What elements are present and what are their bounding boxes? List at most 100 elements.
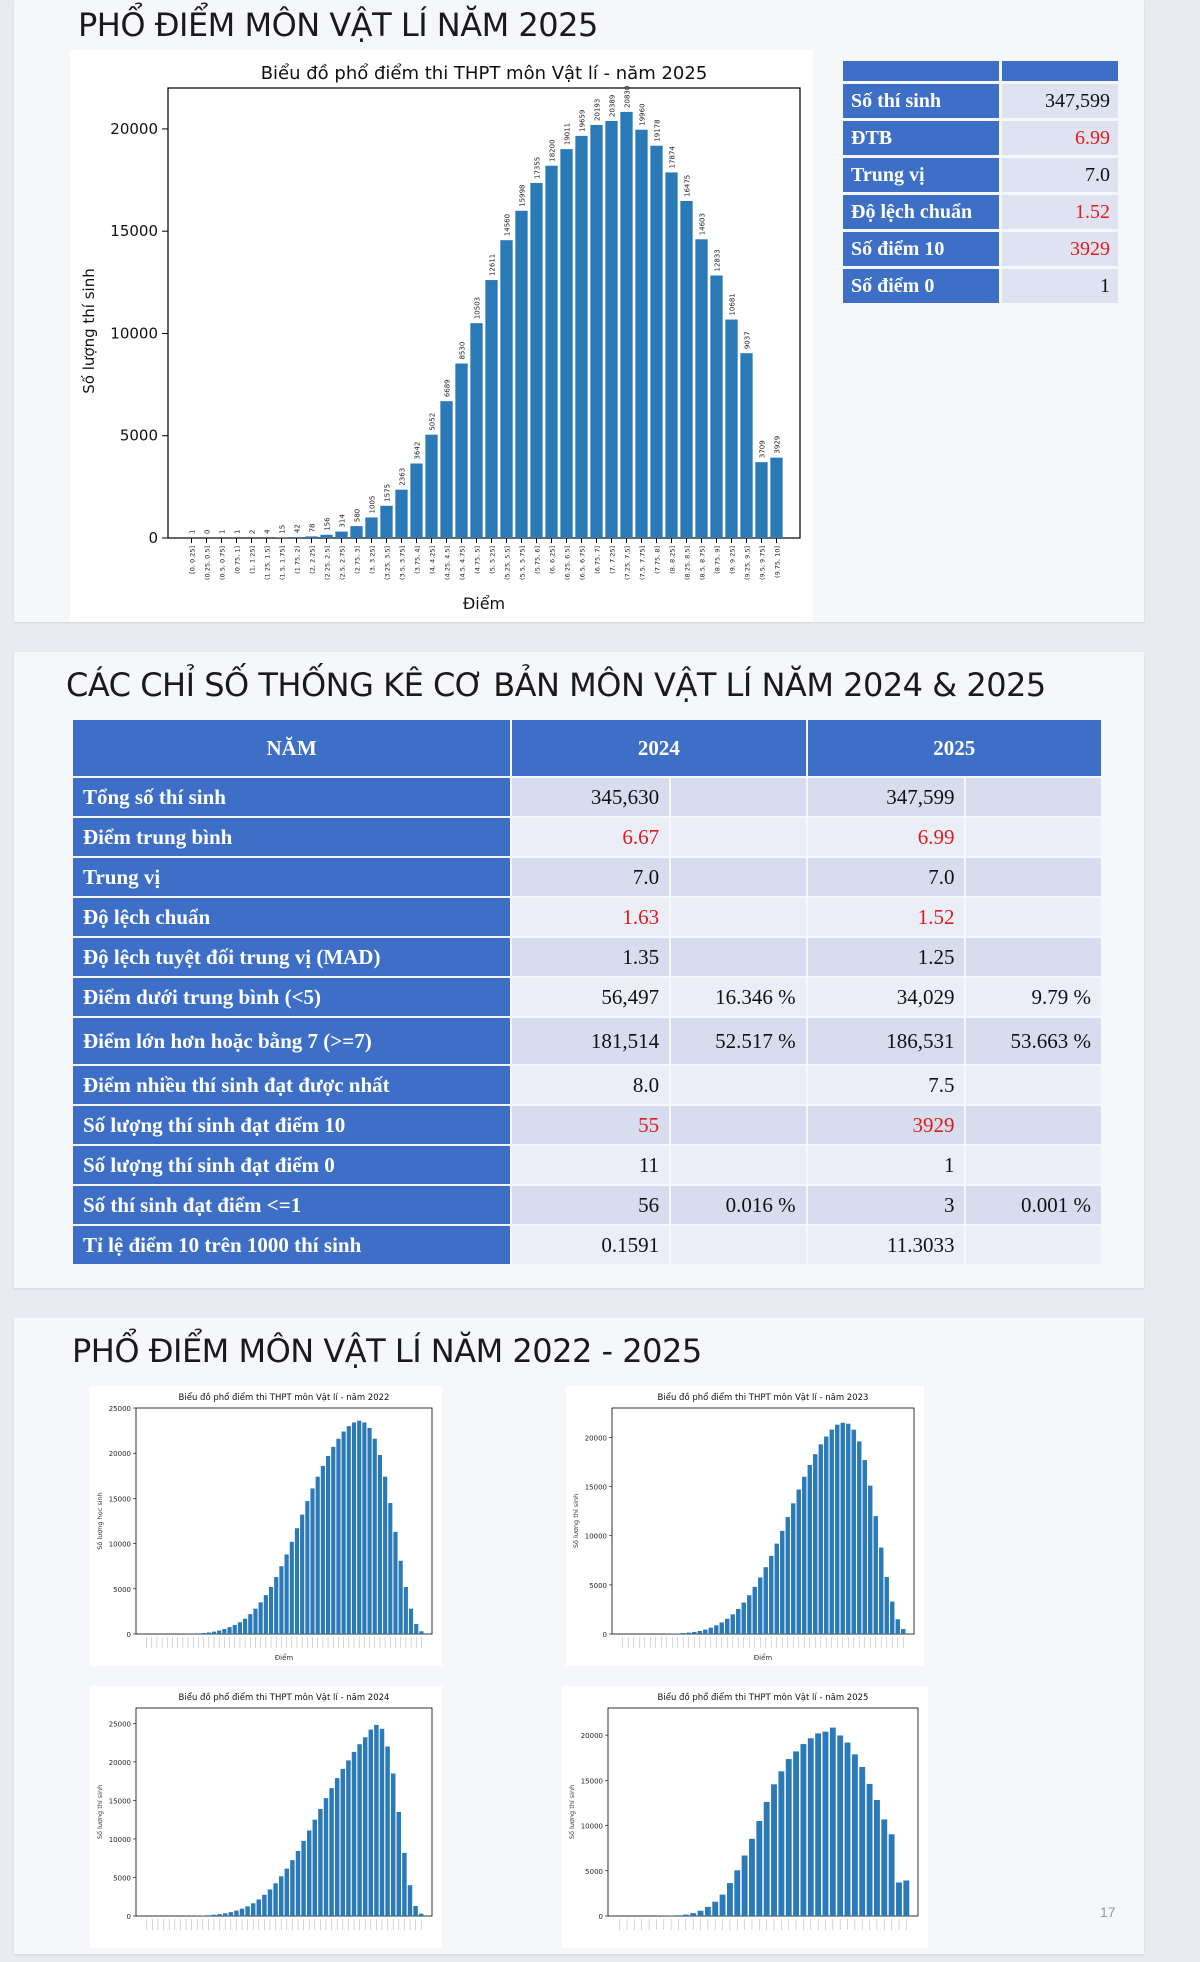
bar (620, 111, 633, 538)
mini-bar (840, 1422, 845, 1634)
mini-bar (690, 1913, 697, 1916)
mini-bar (396, 1812, 402, 1916)
chart-2024-svg: Biểu đồ phổ điểm thi THPT môn Vật lí - n… (96, 1692, 433, 1930)
bar (320, 534, 333, 538)
mini-bar (734, 1870, 741, 1916)
mini-bar (295, 1850, 301, 1916)
y-tick-label: 0 (148, 529, 158, 547)
mini-bar (232, 1624, 237, 1634)
mini-bar (835, 1424, 840, 1634)
row-label: Số lượng thí sinh đạt điểm 0 (73, 1146, 511, 1184)
bar (605, 120, 618, 538)
x-tick-label: (1.25, 1.5] (264, 546, 272, 580)
percent-2025 (966, 818, 1101, 856)
mini-bar (245, 1906, 250, 1916)
bar (485, 280, 498, 538)
mini-y-tick-label: 25000 (109, 1405, 131, 1413)
percent-2024 (671, 858, 806, 896)
mini-bar (377, 1455, 382, 1634)
chart-2025-small-svg: Biểu đồ phổ điểm thi THPT môn Vật lí - n… (568, 1692, 919, 1930)
mini-bar (791, 1503, 796, 1634)
mini-bar (857, 1441, 862, 1634)
mini-bar (895, 1619, 900, 1634)
mini-bar (227, 1627, 232, 1634)
stats-value: 6.99 (1002, 121, 1118, 155)
statistics-row: Tổng số thí sinh 345,630 347,599 (73, 778, 1101, 816)
chart-2022-svg: Biểu đồ phổ điểm thi THPT môn Vật lí - n… (96, 1392, 433, 1662)
mini-bar (837, 1735, 844, 1916)
percent-2024: 16.346 % (671, 978, 806, 1016)
mini-bar (747, 1595, 752, 1634)
value-2025: 1.52 (807, 898, 965, 936)
mini-bar (719, 1894, 726, 1916)
mini-bar (362, 1737, 368, 1916)
mini-bar (379, 1728, 385, 1916)
bar-value-label: 5052 (429, 413, 437, 431)
mini-bar (305, 1501, 310, 1634)
statistics-row: Điểm dưới trung bình (<5) 56,497 16.346 % 3… (73, 978, 1101, 1016)
percent-2025: 53.663 % (966, 1018, 1101, 1064)
bar-value-label: 16475 (684, 175, 692, 197)
value-2024: 181,514 (512, 1018, 670, 1064)
history-heading: PHỔ ĐIỂM MÔN VẬT LÍ NĂM 2022 - 2025 (72, 1332, 702, 1370)
bar-value-label: 3929 (774, 436, 782, 454)
bar (380, 505, 393, 538)
bar-value-label: 10681 (729, 293, 737, 315)
mini-bar (367, 1427, 372, 1634)
mini-bar (903, 1880, 910, 1916)
mini-bar (697, 1910, 704, 1916)
bar-value-label: 14603 (699, 213, 707, 235)
stats-row: Trung vị 7.0 (843, 158, 1118, 192)
mini-bar (796, 1489, 801, 1634)
mini-bar (418, 1913, 424, 1916)
mini-bar (407, 1885, 413, 1916)
mini-bar (868, 1485, 873, 1634)
value-2025: 3 (807, 1186, 965, 1224)
percent-2025 (966, 938, 1101, 976)
bar-value-label: 12611 (489, 254, 497, 276)
bar-value-label: 4 (264, 529, 272, 534)
mini-y-tick-label: 0 (127, 1913, 131, 1921)
bar-value-label: 3709 (759, 440, 767, 458)
value-2024: 11 (512, 1146, 670, 1184)
x-tick-label: (0.25, 0.5] (204, 546, 212, 580)
x-tick-label: (0.75, 1] (234, 546, 242, 574)
mini-bar (807, 1464, 812, 1634)
x-tick-label: (4.25, 4.5] (444, 546, 452, 580)
percent-2024 (671, 1226, 806, 1264)
bar-value-label: 20389 (609, 95, 617, 117)
value-2025: 1 (807, 1146, 965, 1184)
mini-bar (675, 1633, 680, 1634)
mini-bar (714, 1625, 719, 1634)
bar (335, 531, 348, 538)
percent-2024 (671, 938, 806, 976)
x-tick-label: (3.25, 3.5] (384, 546, 392, 580)
mini-bar (217, 1914, 222, 1916)
mini-bar (398, 1560, 403, 1634)
mini-bar (866, 1783, 873, 1916)
mini-y-tick-label: 5000 (113, 1586, 131, 1594)
mini-bar (778, 1771, 785, 1916)
mini-bar (697, 1630, 702, 1634)
bar-value-label: 2 (249, 529, 257, 533)
bar (500, 240, 513, 538)
mini-bar (824, 1436, 829, 1634)
stats-header-cell (843, 61, 999, 81)
x-tick-label: (7.25, 7.5] (624, 546, 632, 580)
mini-bar (351, 1751, 357, 1916)
mini-bar (362, 1422, 367, 1634)
value-2025: 7.0 (807, 858, 965, 896)
mini-bar (211, 1914, 217, 1916)
mini-bar (306, 1830, 312, 1916)
mini-y-tick-label: 20000 (585, 1434, 607, 1442)
bar (650, 145, 663, 538)
mini-bar (681, 1633, 686, 1634)
statistics-row: Điểm lớn hơn hoặc bằng 7 (>=7) 181,514 52.… (73, 1018, 1101, 1064)
value-2025: 1.25 (807, 938, 965, 976)
value-2025: 34,029 (807, 978, 965, 1016)
row-label: Điểm nhiều thí sinh đạt được nhất (73, 1066, 511, 1104)
mini-y-tick-label: 0 (603, 1631, 607, 1639)
mini-bar (262, 1894, 267, 1916)
mini-bar (763, 1567, 768, 1634)
bar (455, 363, 468, 538)
